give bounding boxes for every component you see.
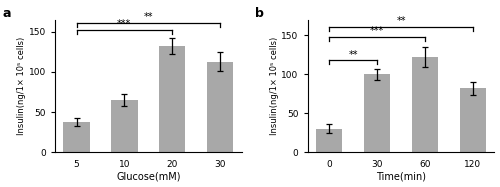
- Bar: [316, 129, 342, 152]
- Text: **: **: [348, 50, 358, 60]
- Bar: [159, 46, 186, 152]
- Text: ***: ***: [370, 26, 384, 36]
- Y-axis label: Insulin(ng/1× 10⁵ cells): Insulin(ng/1× 10⁵ cells): [270, 37, 278, 135]
- Text: a: a: [2, 7, 11, 20]
- Bar: [207, 62, 233, 152]
- Text: **: **: [144, 12, 153, 22]
- Text: **: **: [396, 16, 406, 26]
- X-axis label: Glucose(mM): Glucose(mM): [116, 171, 180, 181]
- Bar: [111, 100, 138, 152]
- Bar: [64, 122, 90, 152]
- Bar: [364, 74, 390, 152]
- Text: b: b: [256, 7, 264, 20]
- Bar: [460, 88, 486, 152]
- Bar: [412, 57, 438, 152]
- X-axis label: Time(min): Time(min): [376, 171, 426, 181]
- Text: ***: ***: [117, 19, 132, 29]
- Y-axis label: Insulin(ng/1× 10⁵ cells): Insulin(ng/1× 10⁵ cells): [17, 37, 26, 135]
